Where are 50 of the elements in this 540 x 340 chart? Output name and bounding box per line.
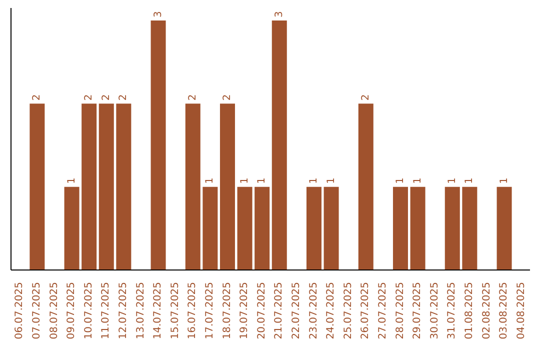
x-tick-label: 06.07.2025 [14,282,26,340]
x-tick-label: 24.07.2025 [326,282,337,340]
x-tick-label: 12.07.2025 [118,282,129,340]
x-tick-label: 27.07.2025 [377,282,388,340]
data-label: 2 [222,94,233,101]
data-label: 1 [498,177,510,184]
x-tick-label: 28.07.2025 [394,282,406,340]
data-label: 2 [32,94,43,101]
x-tick-label: 11.07.2025 [100,282,112,340]
x-tick-label: 07.07.2025 [31,282,42,340]
data-label: 1 [239,177,250,184]
x-tick-label: 19.07.2025 [239,282,250,340]
x-tick-label: 21.07.2025 [274,282,285,340]
x-tick-label: 23.07.2025 [308,282,320,340]
x-tick-label: 25.07.2025 [342,282,354,340]
data-label: 1 [446,177,458,184]
x-tick-label: 22.07.2025 [290,282,302,340]
data-label: 2 [84,94,95,101]
data-label: 1 [394,177,406,184]
data-label: 1 [308,177,320,184]
x-tick-label: 02.08.2025 [481,282,492,340]
x-tick-label: 31.07.2025 [446,282,458,340]
x-tick-label: 13.07.2025 [135,282,146,340]
x-tick-label: 08.07.2025 [48,282,60,340]
x-tick-label: 14.07.2025 [152,282,164,340]
data-label: 1 [204,177,216,184]
data-label: 1 [464,177,476,184]
x-tick-label: 30.07.2025 [429,282,440,340]
data-label: 2 [118,94,130,101]
data-label: 1 [256,177,268,184]
x-tick-label: 18.07.2025 [222,282,233,340]
data-label: 3 [152,11,164,18]
data-label: 2 [100,94,112,101]
x-tick-label: 26.07.2025 [360,282,372,340]
x-tick-label: 10.07.2025 [83,282,94,340]
data-label: 2 [187,94,198,101]
x-tick-label: 20.07.2025 [256,282,268,340]
data-label: 3 [274,11,285,18]
data-label: 1 [412,177,424,184]
data-label: 1 [66,177,78,184]
x-tick-label: 04.08.2025 [516,282,527,340]
x-tick-label: 01.08.2025 [464,282,475,340]
x-tick-label: 15.07.2025 [170,282,181,340]
x-tick-label: 09.07.2025 [66,282,78,340]
x-tick-label: 03.08.2025 [498,282,510,340]
x-tick-label: 29.07.2025 [412,282,424,340]
x-tick-label: 17.07.2025 [204,282,216,340]
x-tick-label: 16.07.2025 [187,282,198,340]
data-label: 2 [360,94,372,101]
data-label: 1 [326,177,337,184]
